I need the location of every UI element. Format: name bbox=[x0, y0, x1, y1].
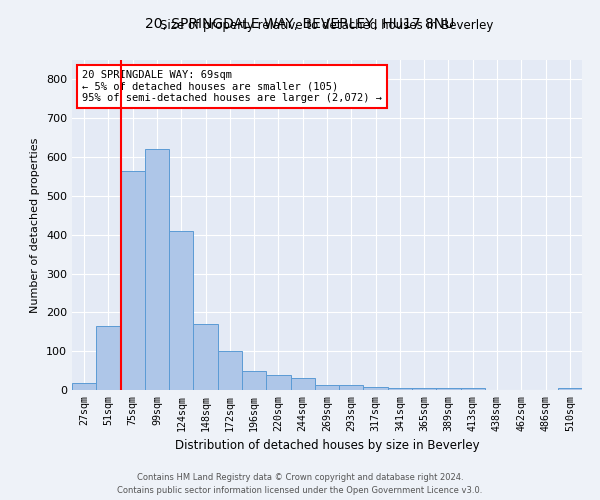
Bar bbox=[461, 388, 485, 390]
Bar bbox=[96, 326, 121, 390]
Bar bbox=[364, 387, 388, 390]
Bar bbox=[290, 378, 315, 390]
Bar bbox=[339, 386, 364, 390]
Bar bbox=[193, 324, 218, 390]
Text: 20, SPRINGDALE WAY, BEVERLEY, HU17 8NU: 20, SPRINGDALE WAY, BEVERLEY, HU17 8NU bbox=[145, 18, 455, 32]
Bar bbox=[145, 150, 169, 390]
Text: 20 SPRINGDALE WAY: 69sqm
← 5% of detached houses are smaller (105)
95% of semi-d: 20 SPRINGDALE WAY: 69sqm ← 5% of detache… bbox=[82, 70, 382, 103]
Bar bbox=[558, 388, 582, 390]
Bar bbox=[121, 172, 145, 390]
Bar bbox=[72, 384, 96, 390]
Title: Size of property relative to detached houses in Beverley: Size of property relative to detached ho… bbox=[160, 20, 494, 32]
Bar bbox=[412, 388, 436, 390]
Bar bbox=[218, 351, 242, 390]
X-axis label: Distribution of detached houses by size in Beverley: Distribution of detached houses by size … bbox=[175, 439, 479, 452]
Text: Contains HM Land Registry data © Crown copyright and database right 2024.
Contai: Contains HM Land Registry data © Crown c… bbox=[118, 474, 482, 495]
Bar bbox=[388, 388, 412, 390]
Bar bbox=[315, 386, 339, 390]
Bar bbox=[169, 231, 193, 390]
Y-axis label: Number of detached properties: Number of detached properties bbox=[31, 138, 40, 312]
Bar bbox=[266, 375, 290, 390]
Bar bbox=[436, 388, 461, 390]
Bar bbox=[242, 370, 266, 390]
